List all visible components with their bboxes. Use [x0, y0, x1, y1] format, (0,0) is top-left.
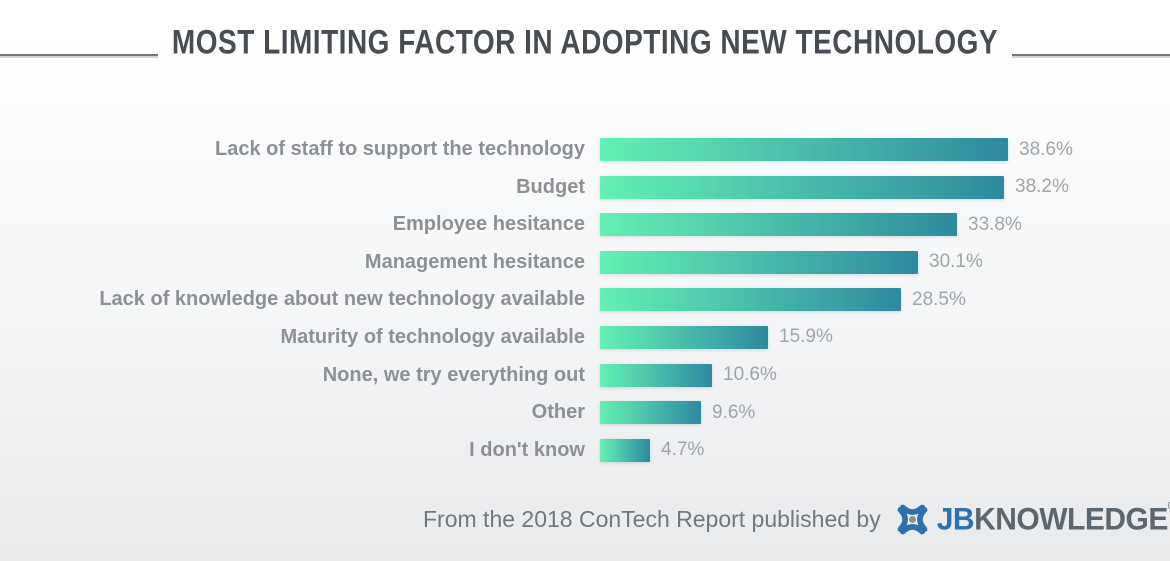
bar-row: Lack of staff to support the technology … — [0, 138, 1170, 161]
bar-value: 28.5% — [912, 288, 966, 310]
bar — [600, 401, 701, 425]
bar-value: 33.8% — [968, 213, 1022, 235]
bar-row: Management hesitance 30.1% — [0, 250, 1170, 274]
bar-label: Lack of staff to support the technology — [214, 138, 585, 160]
footer: From the 2018 ConTech Report published b… — [423, 500, 1170, 538]
jbknowledge-x-icon — [897, 504, 928, 535]
bar-value: 38.2% — [1015, 176, 1069, 198]
logo-jb: JB — [936, 501, 975, 537]
bar — [600, 325, 768, 349]
registered-trademark: ® — [1168, 500, 1170, 513]
bar-label: Other — [531, 401, 585, 424]
bar-row: Lack of knowledge about new technology a… — [0, 288, 1170, 312]
title-rule-right — [1012, 54, 1170, 56]
bar-value: 38.6% — [1019, 138, 1073, 160]
bar-label: Employee hesitance — [392, 213, 585, 236]
bar-rows: Lack of staff to support the technology … — [0, 138, 1170, 462]
page-title: MOST LIMITING FACTOR IN ADOPTING NEW TEC… — [171, 22, 999, 61]
title-rule-left — [0, 54, 158, 56]
bar-value: 10.6% — [723, 364, 777, 386]
bar-label: Maturity of technology available — [280, 325, 585, 348]
bar-value: 4.7% — [661, 439, 705, 461]
bar-row: Other 9.6% — [0, 401, 1170, 425]
bar-row: None, we try everything out 10.6% — [0, 363, 1170, 387]
bar — [600, 363, 712, 387]
header: MOST LIMITING FACTOR IN ADOPTING NEW TEC… — [0, 23, 1170, 62]
bar — [600, 438, 650, 462]
logo-knowledge: KNOWLEDGE — [974, 501, 1168, 537]
bar-chart: Lack of staff to support the technology … — [0, 138, 1170, 476]
bar — [600, 213, 957, 237]
bar — [600, 288, 901, 312]
bar-label: Budget — [516, 175, 585, 198]
bar-value: 15.9% — [779, 326, 833, 348]
bar-label: None, we try everything out — [322, 363, 585, 386]
jbknowledge-logo: JBKNOWLEDGE® — [894, 500, 1170, 538]
bar — [600, 250, 918, 274]
bar-row: Employee hesitance 33.8% — [0, 213, 1170, 237]
bar-value: 9.6% — [712, 401, 756, 423]
logo-wordmark: JBKNOWLEDGE® — [936, 500, 1170, 538]
bar — [600, 175, 1004, 199]
bar-row: Budget 38.2% — [0, 175, 1170, 199]
bar-row: Maturity of technology available 15.9% — [0, 325, 1170, 349]
bar-label: I don't know — [469, 438, 585, 461]
bar-label: Management hesitance — [364, 250, 585, 273]
bar-value: 30.1% — [929, 251, 983, 273]
bar-label: Lack of knowledge about new technology a… — [99, 288, 585, 311]
bar-row: I don't know 4.7% — [0, 438, 1170, 462]
source-caption: From the 2018 ConTech Report published b… — [423, 506, 881, 532]
bar — [600, 138, 1008, 161]
